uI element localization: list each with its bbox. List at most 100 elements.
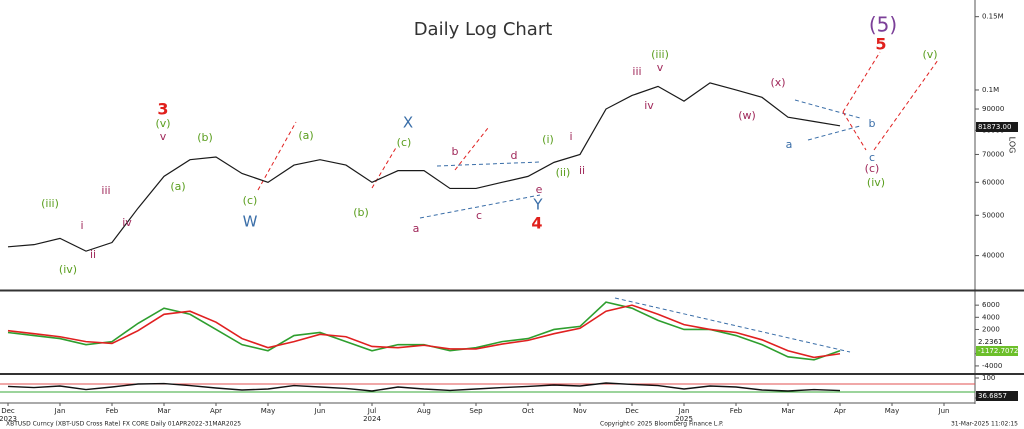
- value-tag-bg: [976, 337, 1018, 347]
- y-tick-label: 4000: [982, 313, 1000, 321]
- wave-label: (b): [197, 131, 213, 144]
- y-tick-label: 70000: [982, 150, 1004, 158]
- wave-label: (iii): [41, 197, 59, 210]
- x-tick-label: Jan: [54, 407, 66, 415]
- wave-label: (5): [869, 13, 897, 37]
- trend-line: [419, 194, 541, 219]
- wave-label: (iii): [651, 48, 669, 61]
- x-tick-label: Feb: [730, 407, 743, 415]
- wave-label: (b): [353, 206, 369, 219]
- footer-left: XBTUSD Curncy (XBT-USD Cross Rate) FX CO…: [6, 421, 241, 428]
- wave-label: b: [869, 117, 876, 130]
- year-label: 2023: [0, 415, 17, 423]
- data-line: [7, 82, 841, 252]
- y-tick-label: 60000: [982, 178, 1004, 186]
- wave-label: W: [243, 213, 258, 231]
- y-tick-label: 100: [982, 374, 995, 382]
- arrow: [842, 51, 881, 113]
- wave-label: (v): [155, 117, 170, 130]
- y-tick-label: 6000: [982, 301, 1000, 309]
- value-tag-bg: [976, 346, 1018, 356]
- footer-center: Copyright© 2025 Bloomberg Finance L.P.: [600, 421, 724, 428]
- x-tick-label: Jul: [367, 407, 377, 415]
- wave-label: ii: [90, 248, 96, 261]
- x-tick-label: Mar: [157, 407, 170, 415]
- wave-label: i: [80, 219, 83, 232]
- value-tag: -1172.7072: [978, 347, 1018, 355]
- chart-title: Daily Log Chart: [414, 19, 553, 40]
- wave-label: 4: [531, 214, 542, 233]
- wave-label: c: [476, 209, 482, 222]
- year-label: 2024: [363, 415, 381, 423]
- wave-label: X: [403, 114, 413, 132]
- footer-right: 31-Mar-2025 11:02:15: [951, 421, 1018, 428]
- value-tag: 2.2361: [978, 338, 1003, 346]
- x-tick-label: Nov: [573, 407, 587, 415]
- value-tag-bg: [976, 122, 1018, 132]
- x-tick-label: Dec: [625, 407, 639, 415]
- trend-lines: [257, 51, 939, 353]
- data-line: [7, 382, 841, 392]
- x-tick-label: Jan: [678, 407, 690, 415]
- wave-label: iii: [632, 65, 641, 78]
- x-tick-label: May: [261, 407, 275, 415]
- x-tick-label: Sep: [469, 407, 483, 415]
- x-tick-label: Dec: [1, 407, 15, 415]
- wave-label: Y: [532, 196, 543, 214]
- wave-label: e: [536, 183, 543, 196]
- y-tick-label: 0.15M: [982, 13, 1004, 21]
- x-tick-label: May: [885, 407, 899, 415]
- trend-line: [807, 125, 861, 141]
- wave-label: b: [452, 145, 459, 158]
- y-tick-label: 90000: [982, 105, 1004, 113]
- y-tick-label: 40000: [982, 252, 1004, 260]
- wave-label: (v): [922, 48, 937, 61]
- wave-label: (i): [542, 133, 554, 146]
- x-tick-label: Jun: [938, 407, 950, 415]
- wave-label: (x): [770, 76, 785, 89]
- value-tag: 81873.00: [978, 123, 1011, 131]
- y-tick-label: 0.1M: [982, 86, 999, 94]
- value-tag-bg: [976, 391, 1018, 401]
- wave-label: (w): [738, 109, 756, 122]
- wave-label: (c): [865, 162, 880, 175]
- arrow: [257, 121, 297, 191]
- wave-label: d: [511, 149, 518, 162]
- trend-line: [436, 161, 541, 167]
- wave-label: iii: [101, 184, 110, 197]
- wave-label: ii: [579, 164, 585, 177]
- wave-label: iv: [644, 99, 654, 112]
- data-line: [7, 304, 841, 359]
- y-tick-label: 50000: [982, 211, 1004, 219]
- wave-label: v: [160, 130, 167, 143]
- x-tick-label: Oct: [522, 407, 534, 415]
- axis-label: LOG: [1008, 137, 1017, 154]
- trend-line: [614, 297, 851, 353]
- wave-label: a: [413, 222, 420, 235]
- x-tick-label: Mar: [781, 407, 794, 415]
- wave-label: v: [657, 61, 664, 74]
- x-tick-label: Jun: [314, 407, 326, 415]
- trend-line: [794, 99, 861, 119]
- y-tick-label: -4000: [982, 362, 1002, 370]
- wave-label: 3: [157, 100, 168, 119]
- wave-label: a: [786, 138, 793, 151]
- wave-label: (c): [243, 194, 258, 207]
- arrow: [842, 111, 867, 151]
- wave-label: (a): [170, 180, 185, 193]
- wave-label: c: [869, 151, 875, 164]
- x-tick-label: Apr: [834, 407, 846, 415]
- arrow: [873, 59, 939, 151]
- wave-label: iv: [122, 216, 132, 229]
- wave-label: (iv): [59, 263, 77, 276]
- year-label: 2025: [675, 415, 693, 423]
- x-tick-label: Apr: [210, 407, 222, 415]
- wave-label: (c): [397, 136, 412, 149]
- wave-label: (iv): [867, 176, 885, 189]
- wave-label: 5: [875, 35, 886, 54]
- wave-label: (a): [298, 129, 313, 142]
- arrow: [454, 127, 489, 171]
- y-tick-label: 2000: [982, 325, 1000, 333]
